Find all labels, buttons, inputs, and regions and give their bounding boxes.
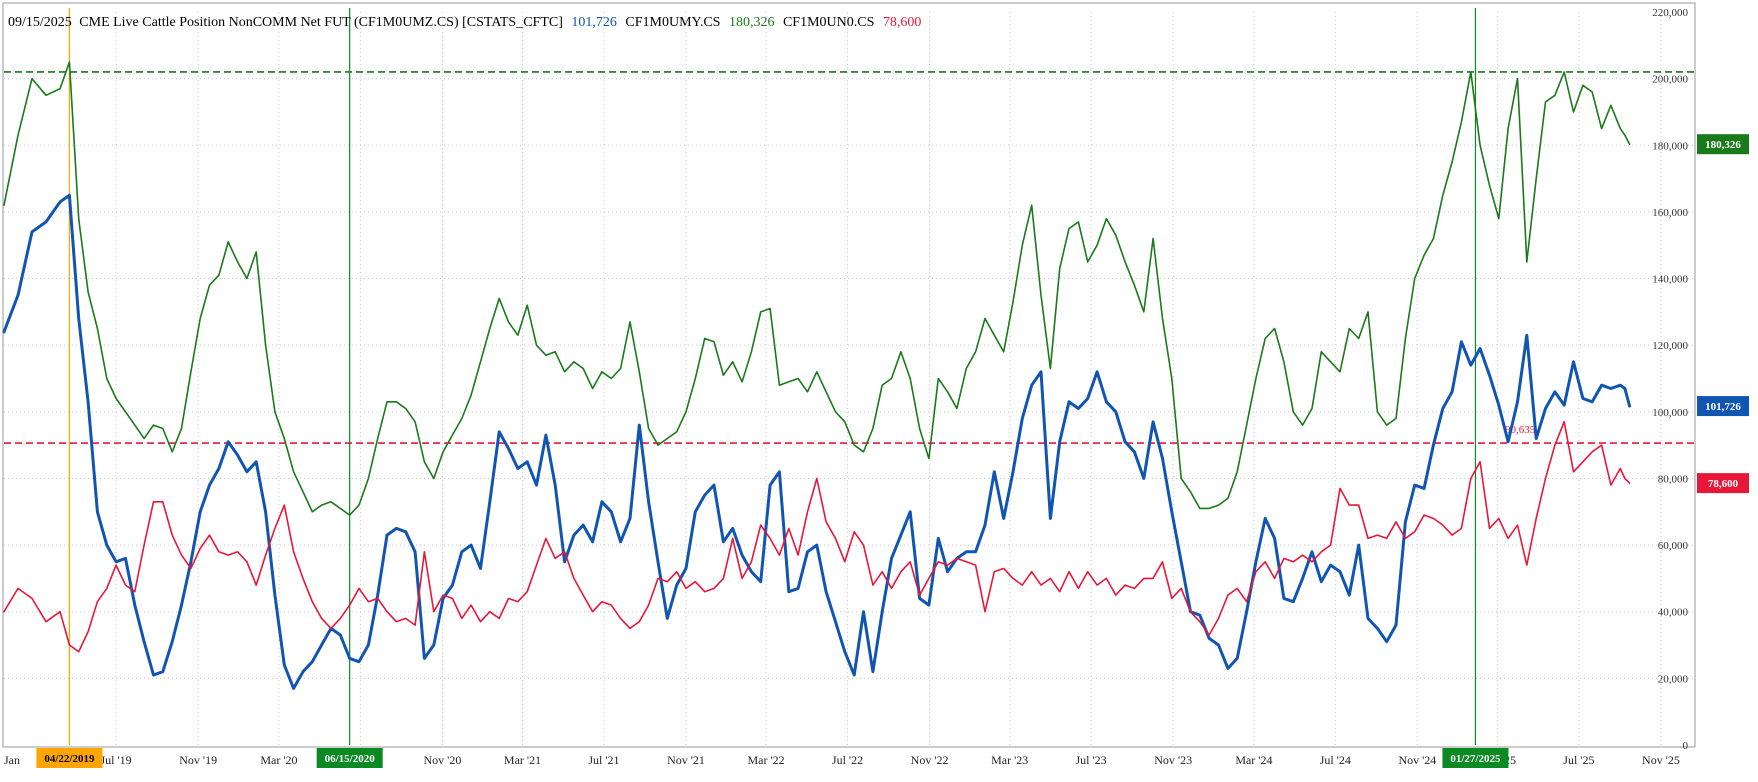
- x-tick-label: Jul '21: [588, 753, 619, 767]
- last-value-tag-label: 101,726: [1705, 401, 1741, 413]
- y-axis-tick-labels: 0 20,000 40,000 60,000 80,000 100,000 120,000 1…: [1652, 7, 1688, 752]
- x-tick-label: Nov '23: [1154, 753, 1192, 767]
- y-tick-label: 220,000: [1652, 7, 1688, 19]
- y-tick-label: 140,000: [1652, 274, 1688, 286]
- header-series-2-label: CF1M0UMY.CS: [625, 15, 720, 30]
- last-value-tag-label: 180,326: [1705, 139, 1741, 151]
- y-tick-label: 0: [1683, 740, 1689, 752]
- x-tick-label: Nov '19: [179, 753, 217, 767]
- header-description: CME Live Cattle Position NonCOMM Net FUT…: [79, 15, 563, 30]
- x-tick-label: Nov '21: [667, 753, 705, 767]
- x-tick-label: Mar '22: [748, 753, 785, 767]
- header-series-1-value: 101,726: [571, 15, 617, 30]
- x-tick-label: Jul '19: [101, 753, 132, 767]
- last-value-tags: 180,326 101,726 78,600: [1697, 134, 1749, 494]
- x-tick-label: Nov '20: [424, 753, 462, 767]
- y-tick-label: 40,000: [1658, 607, 1689, 619]
- header-series-3-value: 78,600: [883, 15, 922, 30]
- series-layer: [2, 61, 1632, 690]
- x-tick-label: Nov '24: [1398, 753, 1436, 767]
- y-tick-label: 80,000: [1658, 473, 1689, 485]
- x-tick-label: Mar '23: [991, 753, 1028, 767]
- x-tick-label: Nov '22: [911, 753, 949, 767]
- x-tick-label: Mar '21: [504, 753, 541, 767]
- vertical-marker-label-box: [36, 748, 103, 768]
- vertical-marker-label-box: [1442, 748, 1509, 768]
- vertical-marker-lines: [68, 8, 1477, 745]
- x-tick-label: Jul '25: [1563, 753, 1594, 767]
- vertical-marker-label: 06/15/2020: [325, 753, 376, 765]
- header-date: 09/15/2025: [8, 15, 72, 30]
- y-tick-label: 120,000: [1652, 340, 1688, 352]
- y-tick-label: 100,000: [1652, 407, 1688, 419]
- last-value-tag: [1697, 473, 1749, 494]
- vertical-marker-label: 01/27/2025: [1450, 753, 1501, 765]
- vertical-marker-label-box: [316, 748, 383, 768]
- x-tick-label: Mar '24: [1235, 753, 1272, 767]
- y-tick-label: 60,000: [1658, 540, 1689, 552]
- x-tick-label: Jul '23: [1075, 753, 1106, 767]
- x-tick-label: Jul '22: [832, 753, 863, 767]
- last-value-tag: [1697, 134, 1749, 155]
- x-tick-label: Nov '25: [1642, 753, 1680, 767]
- header-series-2-value: 180,326: [729, 15, 775, 30]
- header-series-3-label: CF1M0UN0.CS: [783, 15, 874, 30]
- y-tick-label: 160,000: [1652, 207, 1688, 219]
- x-tick-label: Mar '20: [260, 753, 297, 767]
- vertical-marker-label: 04/22/2019: [44, 753, 95, 765]
- series-line-3: [3, 420, 1631, 653]
- plot-frame: [2, 2, 1696, 748]
- series-line-2: [3, 61, 1631, 516]
- chart-header: 09/15/2025 CME Live Cattle Position NonC…: [8, 15, 921, 30]
- vertical-marker-labels: 04/22/2019 06/15/2020 01/27/2025: [36, 748, 1509, 768]
- y-tick-label: 20,000: [1658, 673, 1689, 685]
- last-value-tag-label: 78,600: [1708, 478, 1739, 490]
- y-tick-label: 180,000: [1652, 140, 1688, 152]
- x-tick-label: Jan: [4, 753, 20, 767]
- x-tick-label: Jul '24: [1320, 753, 1351, 767]
- y-tick-label: 200,000: [1652, 74, 1688, 86]
- series-line-1: [2, 193, 1632, 690]
- last-value-tag: [1697, 396, 1749, 417]
